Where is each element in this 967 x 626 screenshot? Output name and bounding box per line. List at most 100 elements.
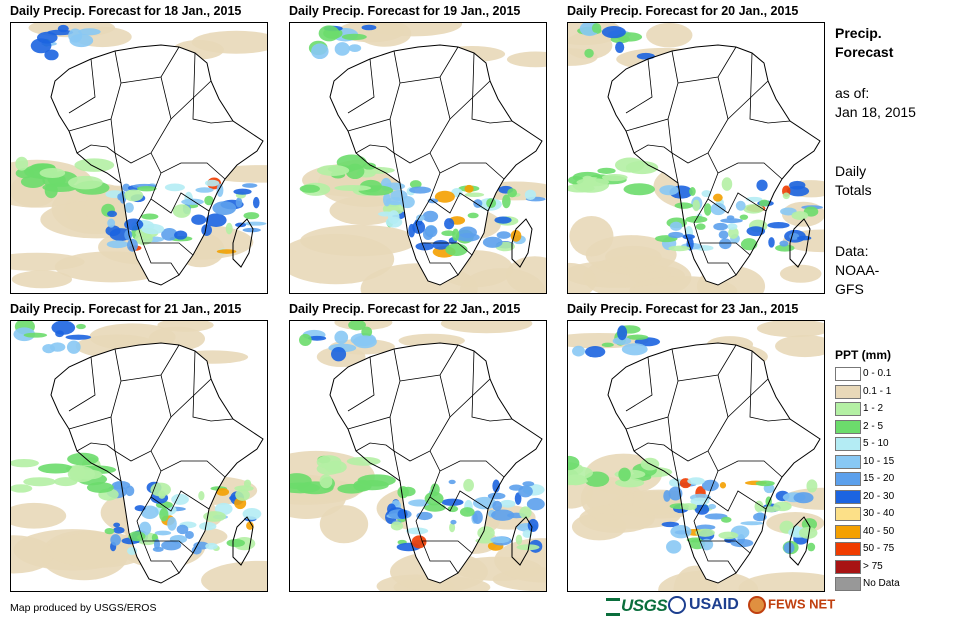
legend-item: 5 - 10	[835, 437, 945, 451]
country-border	[633, 442, 673, 452]
madagascar-outline	[789, 218, 811, 268]
rain-cell	[66, 340, 81, 354]
rain-cell	[252, 196, 260, 209]
rain-cell	[308, 335, 327, 341]
rain-cell	[111, 480, 131, 490]
rain-cell	[141, 223, 165, 235]
fews-logo: FEWS NET	[748, 596, 835, 614]
rain-cell	[447, 505, 459, 513]
coastline	[329, 342, 543, 584]
rain-cell	[235, 489, 250, 501]
country-border	[429, 450, 505, 478]
rain-cell	[499, 499, 516, 508]
rain-cell	[692, 199, 701, 212]
legend-label: No Data	[863, 578, 900, 589]
rain-cell	[334, 42, 350, 56]
rain-cell	[718, 531, 739, 540]
rain-cell	[409, 180, 422, 189]
rain-cell	[694, 503, 710, 515]
rain-cell	[225, 222, 233, 235]
rain-cell	[164, 183, 185, 192]
rain-cell	[76, 323, 86, 330]
rain-cell	[450, 519, 457, 525]
rain-cell	[568, 474, 587, 486]
country-border	[699, 242, 737, 276]
legend-item: 0 - 0.1	[835, 367, 945, 381]
data-line2: NOAA-	[835, 262, 880, 278]
rain-cell	[122, 183, 131, 192]
panel-title: Daily Precip. Forecast for 22 Jan., 2015	[289, 302, 521, 316]
rain-cell	[49, 342, 66, 352]
rain-cell	[405, 527, 429, 535]
precip-map	[567, 320, 825, 592]
rain-cell	[806, 479, 818, 493]
rain-cell	[492, 500, 502, 512]
rain-area	[779, 264, 822, 283]
legend-label: > 75	[863, 560, 883, 572]
country-border	[393, 450, 401, 482]
legend-item: > 75	[835, 559, 945, 574]
madagascar-outline	[232, 218, 254, 268]
rain-cell	[591, 23, 602, 34]
rain-cell	[626, 334, 649, 340]
rain-cell	[636, 52, 655, 60]
rain-cell	[195, 187, 214, 193]
rain-cell	[171, 493, 189, 505]
rain-cell	[704, 513, 728, 520]
madagascar-outline	[232, 516, 254, 566]
legend-label: 50 - 75	[863, 543, 895, 554]
rain-cell	[807, 542, 816, 552]
data-line1: Data:	[835, 243, 869, 259]
rain-cell	[348, 321, 366, 331]
daily-line2: Totals	[835, 182, 872, 198]
rain-cell	[432, 240, 450, 250]
country-border	[625, 356, 653, 412]
country-border	[347, 58, 375, 114]
rain-area	[506, 51, 546, 68]
rain-cell	[290, 482, 321, 494]
rain-cell	[154, 530, 172, 536]
rain-cell	[434, 190, 455, 203]
rain-cell	[597, 167, 616, 174]
rain-cell	[492, 479, 500, 493]
country-border	[355, 442, 395, 452]
rain-cell	[337, 483, 366, 494]
rain-cell	[113, 526, 125, 534]
legend-item: 10 - 15	[835, 454, 945, 469]
rain-cell	[422, 210, 439, 223]
precip-map	[289, 22, 547, 294]
rain-cell	[361, 326, 373, 338]
rain-cell	[791, 525, 802, 538]
rain-cell	[216, 249, 237, 254]
rain-cell	[68, 175, 103, 190]
sidebar-daily: Daily Totals	[835, 162, 872, 200]
rain-cell	[334, 184, 372, 192]
rain-cell	[522, 481, 535, 487]
rain-cell	[494, 216, 512, 224]
rain-cell	[11, 484, 33, 493]
rain-cell	[243, 212, 260, 220]
rain-cell	[23, 332, 48, 338]
legend-label: 1 - 2	[863, 403, 884, 414]
rain-cell	[345, 163, 365, 180]
rain-cell	[216, 488, 230, 496]
rain-cell	[669, 221, 683, 231]
legend-swatch	[835, 489, 861, 504]
rain-cell	[242, 227, 261, 233]
rain-cell	[524, 189, 537, 200]
rain-cell	[496, 231, 511, 239]
country-border	[347, 348, 401, 430]
precip-map	[289, 320, 547, 592]
coastline	[607, 44, 821, 286]
rain-cell	[783, 542, 795, 554]
rain-cell	[424, 225, 438, 238]
rain-cell	[475, 538, 496, 544]
country-border	[68, 50, 122, 132]
rain-cell	[713, 222, 728, 231]
country-border	[68, 348, 122, 430]
rain-area	[756, 321, 824, 338]
map-credit: Map produced by USGS/EROS	[10, 602, 157, 614]
legend-label: 15 - 20	[863, 473, 895, 484]
sidebar-asof: as of: Jan 18, 2015	[835, 84, 916, 122]
rain-cell	[576, 178, 610, 187]
